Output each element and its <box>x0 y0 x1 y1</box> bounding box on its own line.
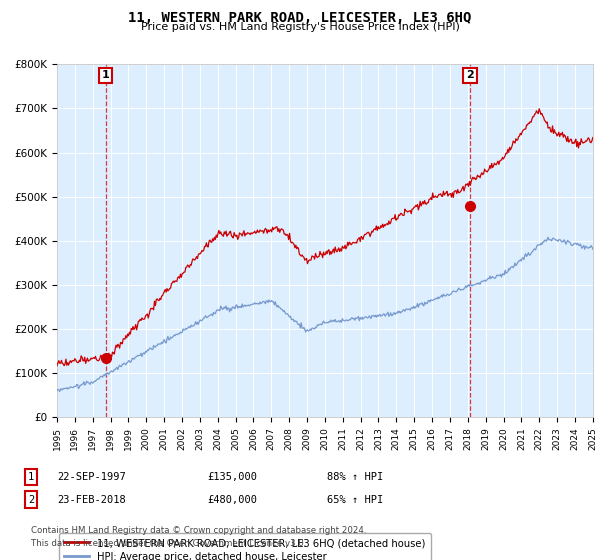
Text: This data is licensed under the Open Government Licence v3.0.: This data is licensed under the Open Gov… <box>31 539 307 548</box>
Text: 88% ↑ HPI: 88% ↑ HPI <box>327 472 383 482</box>
Text: 23-FEB-2018: 23-FEB-2018 <box>57 494 126 505</box>
Legend: 11, WESTERN PARK ROAD, LEICESTER, LE3 6HQ (detached house), HPI: Average price, : 11, WESTERN PARK ROAD, LEICESTER, LE3 6H… <box>59 534 431 560</box>
Text: 65% ↑ HPI: 65% ↑ HPI <box>327 494 383 505</box>
Text: Price paid vs. HM Land Registry's House Price Index (HPI): Price paid vs. HM Land Registry's House … <box>140 22 460 32</box>
Text: 22-SEP-1997: 22-SEP-1997 <box>57 472 126 482</box>
Text: 2: 2 <box>28 494 34 505</box>
Text: 1: 1 <box>102 71 109 81</box>
Text: 1: 1 <box>28 472 34 482</box>
Text: 2: 2 <box>466 71 474 81</box>
Text: £135,000: £135,000 <box>207 472 257 482</box>
Text: £480,000: £480,000 <box>207 494 257 505</box>
Text: 11, WESTERN PARK ROAD, LEICESTER, LE3 6HQ: 11, WESTERN PARK ROAD, LEICESTER, LE3 6H… <box>128 11 472 25</box>
Text: Contains HM Land Registry data © Crown copyright and database right 2024.: Contains HM Land Registry data © Crown c… <box>31 526 367 535</box>
